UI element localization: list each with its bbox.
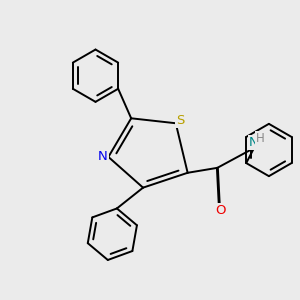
Text: O: O [216, 204, 226, 218]
Text: S: S [176, 114, 184, 128]
Text: H: H [256, 132, 265, 145]
Text: N: N [98, 149, 108, 163]
Text: N: N [249, 136, 258, 149]
